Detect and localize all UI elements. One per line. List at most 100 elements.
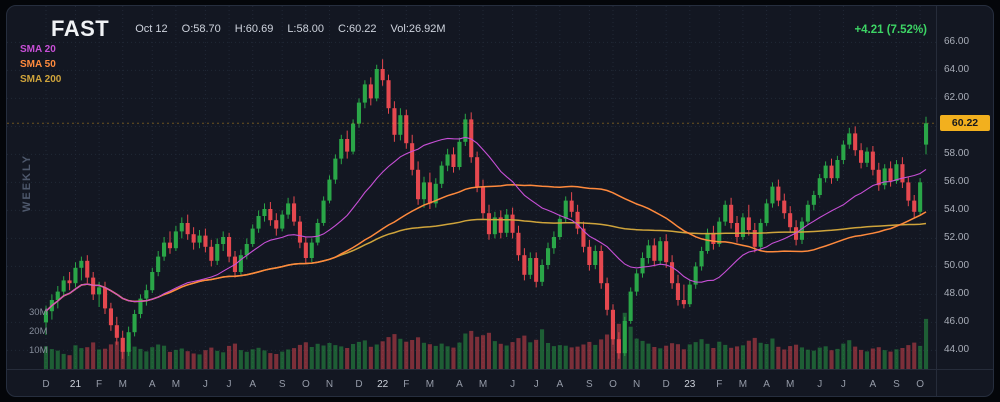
time-axis-label: A: [249, 379, 257, 390]
candle-body: [924, 123, 929, 145]
candle-body: [522, 255, 527, 275]
volume-bar: [764, 344, 769, 370]
candle-body: [43, 311, 48, 323]
volume-bar: [345, 348, 350, 370]
volume-bar: [504, 345, 509, 370]
candle-body: [906, 182, 911, 201]
volume-bar: [534, 339, 539, 370]
candle-body: [823, 165, 828, 179]
legend-sma-20[interactable]: SMA 20: [20, 44, 56, 55]
volume-bar: [599, 339, 604, 370]
weekly-timeframe-label: WEEKLY: [21, 153, 33, 212]
candle-body: [416, 169, 421, 200]
volume-bar: [794, 344, 799, 370]
candle-body: [616, 339, 621, 354]
candle-body: [156, 256, 161, 272]
volume-bar: [368, 346, 373, 370]
ohlc-token: C:60.22: [338, 23, 377, 35]
date-label: Oct 12: [135, 23, 168, 35]
ohlc-token: L:58.00: [287, 23, 325, 35]
volume-bar: [522, 335, 527, 370]
candle-body: [126, 332, 131, 352]
volume-bar: [516, 338, 521, 370]
volume-bar: [498, 343, 503, 370]
volume-bar: [888, 351, 893, 370]
volume-bar: [605, 334, 610, 370]
candle-body: [853, 133, 858, 151]
chart-plot: [7, 6, 937, 370]
volume-bar: [835, 348, 840, 370]
time-axis[interactable]: D 21 F M A M J J A S O N D 22 F M A M J J A S O N D 23 F M A M J J A S O: [7, 369, 937, 396]
volume-bar: [799, 347, 804, 370]
volume-bar: [197, 354, 202, 370]
candle-body: [864, 151, 869, 163]
volume-axis-label: 20M: [29, 326, 48, 337]
legend-sma-50[interactable]: SMA 50: [20, 59, 56, 70]
volume-bar: [729, 347, 734, 370]
volume-bar: [811, 350, 816, 370]
time-axis-label: O: [609, 379, 617, 390]
volume-bar: [717, 341, 722, 370]
candle-body: [410, 143, 415, 170]
volume-bar: [268, 353, 273, 370]
candle-body: [528, 258, 533, 275]
volume-bar: [746, 340, 751, 370]
volume-bar: [557, 345, 562, 370]
volume-bar: [593, 344, 598, 370]
time-axis-label: A: [869, 379, 877, 390]
legend-sma-200[interactable]: SMA 200: [20, 74, 62, 85]
volume-bar: [445, 346, 450, 370]
volume-bar: [876, 347, 881, 370]
time-axis-label: N: [632, 379, 641, 390]
volume-bar: [664, 345, 669, 370]
time-axis-label: 21: [69, 379, 82, 390]
volume-bar: [162, 345, 167, 370]
candle-body: [55, 291, 60, 300]
candle-body: [362, 84, 367, 103]
time-axis-label: J: [226, 379, 232, 390]
candle-body: [835, 160, 840, 179]
candle-body: [215, 244, 220, 261]
price-axis-label: 66.00: [944, 36, 970, 48]
candle-body: [817, 178, 822, 195]
volume-bar: [191, 353, 196, 370]
candle-body: [894, 164, 899, 181]
volume-bar: [327, 343, 332, 370]
chart-canvas[interactable]: FAST Oct 12 O:58.70 H:60.69 L:58.00 C:60.22…: [7, 6, 937, 370]
candle-body: [534, 258, 539, 282]
volume-bar: [758, 342, 763, 370]
candle-body: [581, 228, 586, 247]
candle-body: [670, 262, 675, 284]
time-axis-label: J: [202, 379, 208, 390]
candle-body: [144, 290, 149, 299]
time-axis-label: A: [148, 379, 156, 390]
volume-bar: [244, 351, 249, 370]
sma-legend: SMA 20 SMA 50 SMA 200: [20, 44, 61, 85]
volume-bar: [658, 348, 663, 370]
volume-bar: [49, 349, 54, 370]
volume-bar: [900, 348, 905, 370]
time-axis-label: M: [738, 379, 748, 390]
volume-bar: [215, 350, 220, 370]
candle-body: [197, 235, 202, 243]
time-axis-label: F: [403, 379, 410, 390]
volume-bar: [286, 349, 291, 370]
candle-body: [658, 241, 663, 261]
candle-body: [114, 325, 119, 338]
candle-body: [770, 186, 775, 204]
candle-body: [622, 321, 627, 354]
volume-bar: [864, 351, 869, 370]
volume-bar: [693, 342, 698, 370]
price-axis[interactable]: 66.0064.0062.0060.0058.0056.0054.0052.00…: [936, 6, 993, 370]
candle-body: [652, 245, 657, 261]
volume-bar: [150, 347, 155, 370]
candle-body: [345, 139, 350, 152]
volume-bar: [173, 349, 178, 370]
candle-body: [185, 223, 190, 235]
volume-bar: [610, 330, 615, 370]
candle-body: [209, 246, 214, 261]
volume-bar: [351, 344, 356, 370]
volume-bar: [735, 346, 740, 370]
time-axis-label: F: [96, 379, 103, 390]
candle-body: [788, 213, 793, 228]
